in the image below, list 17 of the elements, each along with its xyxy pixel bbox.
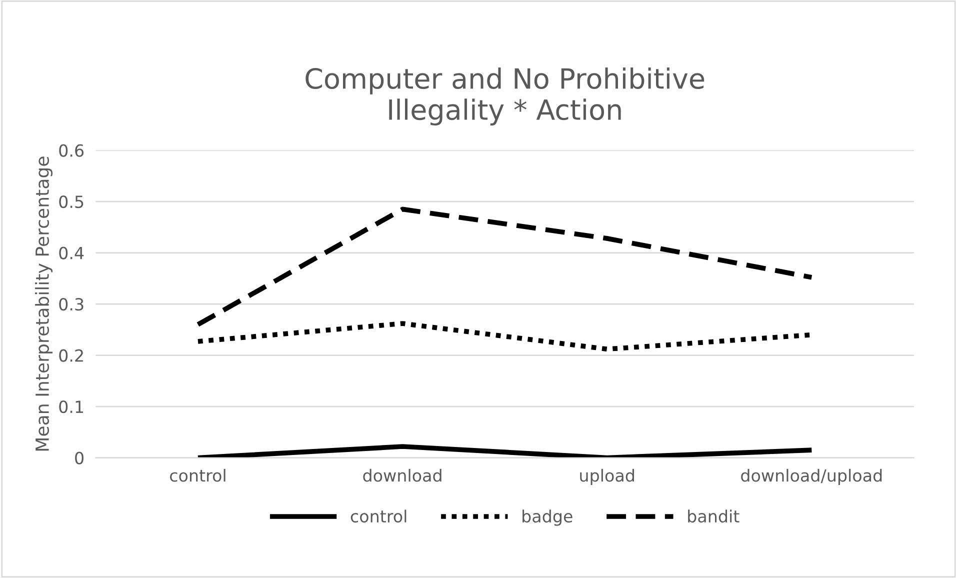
x-tick-label: control xyxy=(170,468,226,482)
y-tick-label: 0 xyxy=(75,452,84,464)
y-tick-label: 0.6 xyxy=(59,144,84,157)
legend-label: bandit xyxy=(688,510,740,523)
y-tick-label: 0.4 xyxy=(59,246,84,260)
y-tick-label: 0.5 xyxy=(59,195,84,208)
y-axis-title: Mean Interpretability Percentage xyxy=(35,156,53,451)
y-tick-label: 0.2 xyxy=(59,349,83,362)
x-tick-label: upload xyxy=(580,468,634,486)
y-tick-label: 0.3 xyxy=(59,298,84,311)
legend-label: control xyxy=(350,510,406,523)
y-tick-label: 0.1 xyxy=(59,400,84,414)
x-tick-label: download/upload xyxy=(741,468,882,486)
line-series xyxy=(196,206,814,327)
chart-title: Computer and No Prohibitive Illegality * Action xyxy=(306,68,704,126)
x-tick-label: download xyxy=(363,468,442,482)
legend-label: badge xyxy=(522,510,572,526)
